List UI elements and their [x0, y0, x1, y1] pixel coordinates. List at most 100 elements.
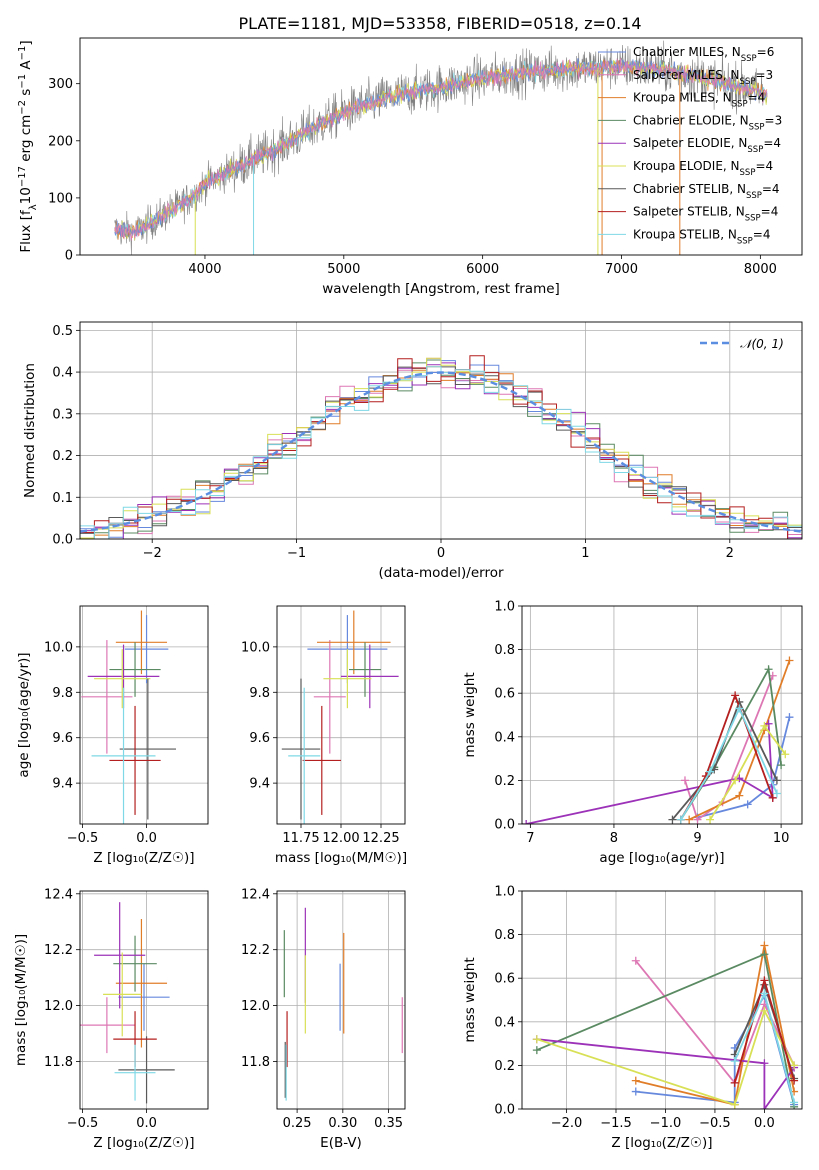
x-tick-label: 0.0 [754, 1116, 775, 1131]
y-tick-label: 11.8 [44, 1055, 73, 1070]
mass-weight-series-line [684, 675, 774, 822]
y-axis-label: Normed distribution [22, 363, 38, 498]
mass-weight-marker [790, 1076, 799, 1085]
y-tick-label: 0.2 [494, 1059, 515, 1074]
x-tick-label: −0.5 [699, 1116, 731, 1131]
x-axis-label: mass [log₁₀(M/M☉)] [275, 850, 407, 866]
x-tick-label: 1 [581, 546, 589, 561]
mass-weight-series-line [680, 706, 778, 821]
residual-histogram [80, 366, 802, 539]
x-tick-label: 4000 [188, 262, 221, 277]
x-tick-label: −2.0 [551, 1116, 583, 1131]
mass-weight-marker [730, 1100, 739, 1109]
y-tick-label: 0.0 [52, 533, 73, 548]
x-tick-label: −1.0 [650, 1116, 682, 1131]
y-tick-label: 0.8 [494, 643, 515, 658]
y-tick-label: 0 [65, 249, 73, 264]
y-tick-label: 12.4 [44, 887, 73, 902]
mass-weight-marker [785, 713, 794, 722]
axes-frame [79, 37, 803, 256]
axes-frame [521, 605, 803, 825]
spectrum-plot-area [114, 40, 768, 255]
panel-age_vs_Z: −0.5 0.0 9.4 9.6 9.8 10.0 Z [log₁₀(Z/Z☉)] age [… [16, 605, 209, 866]
x-tick-label: 10 [773, 831, 790, 846]
y-axis-label: age [log₁₀(age/yr)] [16, 652, 32, 777]
mass-weight-series-line [697, 716, 791, 819]
y-axis-label: mass weight [462, 957, 478, 1042]
y-tick-label: 12.0 [44, 999, 73, 1014]
panel-age_vs_mass: 11.75 12.00 12.25 9.4 9.6 9.8 10.0 mass [log₁₀(… [241, 605, 407, 866]
mass-weight-marker [785, 656, 794, 665]
x-tick-label: 0 [437, 546, 445, 561]
mass-weight-marker [522, 820, 531, 824]
x-tick-label: 2 [726, 546, 734, 561]
panel-massweight_vs_age: 7 8 9 10 0.0 0.2 0.4 0.6 0.8 1.0 age [log₁₀(age/yr… [462, 600, 803, 866]
massweight_vs_age-plot-area [522, 656, 794, 824]
axes-frame [79, 605, 209, 825]
mass-weight-marker [743, 800, 752, 809]
mass-weight-marker [731, 776, 740, 785]
legend-entry: Salpeter ELODIE, NSSP=4 [633, 136, 781, 155]
mass-weight-marker [760, 976, 769, 985]
x-tick-label: 0.0 [136, 1116, 157, 1131]
mass-weight-marker [760, 1006, 769, 1015]
mass-weight-series-line [709, 724, 787, 821]
panel-residuals: −2 −1 0 1 2 0.0 0.1 0.2 0.3 0.4 0.5 (data-model)/er… [22, 321, 803, 581]
y-tick-label: 0.3 [52, 407, 73, 422]
x-tick-label: 0.30 [328, 1116, 357, 1131]
x-axis-label: Z [log₁₀(Z/Z☉)] [93, 1135, 194, 1151]
y-tick-label: 9.6 [249, 731, 270, 746]
y-tick-label: 10.0 [241, 640, 270, 655]
y-tick-label: 0.5 [52, 324, 73, 339]
mass-weight-marker [764, 719, 773, 728]
mass-weight-marker [680, 776, 689, 785]
x-axis-label: Z [log₁₀(Z/Z☉)] [611, 1135, 712, 1151]
x-tick-label: −2 [143, 546, 162, 561]
x-tick-label: −1.5 [600, 1116, 632, 1131]
mass-weight-marker [532, 1046, 541, 1055]
mass-weight-marker [790, 1098, 799, 1107]
legend-entry: 𝒩(0, 1) [740, 337, 784, 351]
panel-mass_vs_ebv: 0.25 0.30 0.35 11.8 12.0 12.2 12.4 E(B-V) [241, 887, 406, 1151]
mass-weight-series-line [688, 660, 791, 821]
age_vs_mass-plot-area [281, 610, 399, 824]
axes-frame [276, 605, 406, 825]
y-tick-label: 12.2 [241, 943, 270, 958]
x-tick-label: 11.75 [282, 831, 319, 846]
y-tick-label: 9.6 [52, 731, 73, 746]
y-axis-label: mass weight [462, 672, 478, 757]
mass-weight-marker [731, 691, 740, 700]
x-tick-label: 9 [693, 831, 701, 846]
axes-frame [79, 890, 209, 1110]
mass-weight-marker [706, 815, 715, 824]
y-tick-label: 1.0 [494, 885, 515, 900]
y-tick-label: 0.6 [494, 972, 515, 987]
x-tick-label: 0.0 [136, 831, 157, 846]
mass-weight-marker [735, 704, 744, 713]
legend-entry: Kroupa MILES, NSSP=4 [633, 91, 765, 110]
x-axis-label: Z [log₁₀(Z/Z☉)] [93, 850, 194, 866]
mass-weight-marker [760, 950, 769, 959]
y-tick-label: 0.4 [494, 1015, 515, 1030]
mass-weight-marker [676, 815, 685, 824]
axes-frame [521, 890, 803, 1110]
legend-entry: Chabrier ELODIE, NSSP=3 [633, 113, 782, 132]
legend-entry: Kroupa ELODIE, NSSP=4 [633, 159, 773, 178]
y-tick-label: 0.0 [494, 818, 515, 833]
x-tick-label: 7 [526, 831, 534, 846]
y-tick-label: 200 [48, 134, 73, 149]
mass-weight-marker [730, 1078, 739, 1087]
x-tick-label: 7000 [605, 262, 638, 277]
mass-weight-marker [760, 941, 769, 950]
mass-weight-marker [764, 665, 773, 674]
x-tick-label: 12.25 [362, 831, 399, 846]
x-axis-label: age [log₁₀(age/yr)] [599, 850, 724, 866]
y-tick-label: 0.8 [494, 928, 515, 943]
x-axis-label: E(B-V) [320, 1135, 362, 1151]
gaussian-curve [80, 371, 802, 533]
mass-weight-marker [768, 793, 777, 802]
x-tick-label: 0.35 [374, 1116, 403, 1131]
residual-histogram [80, 366, 802, 539]
y-tick-label: 100 [48, 191, 73, 206]
